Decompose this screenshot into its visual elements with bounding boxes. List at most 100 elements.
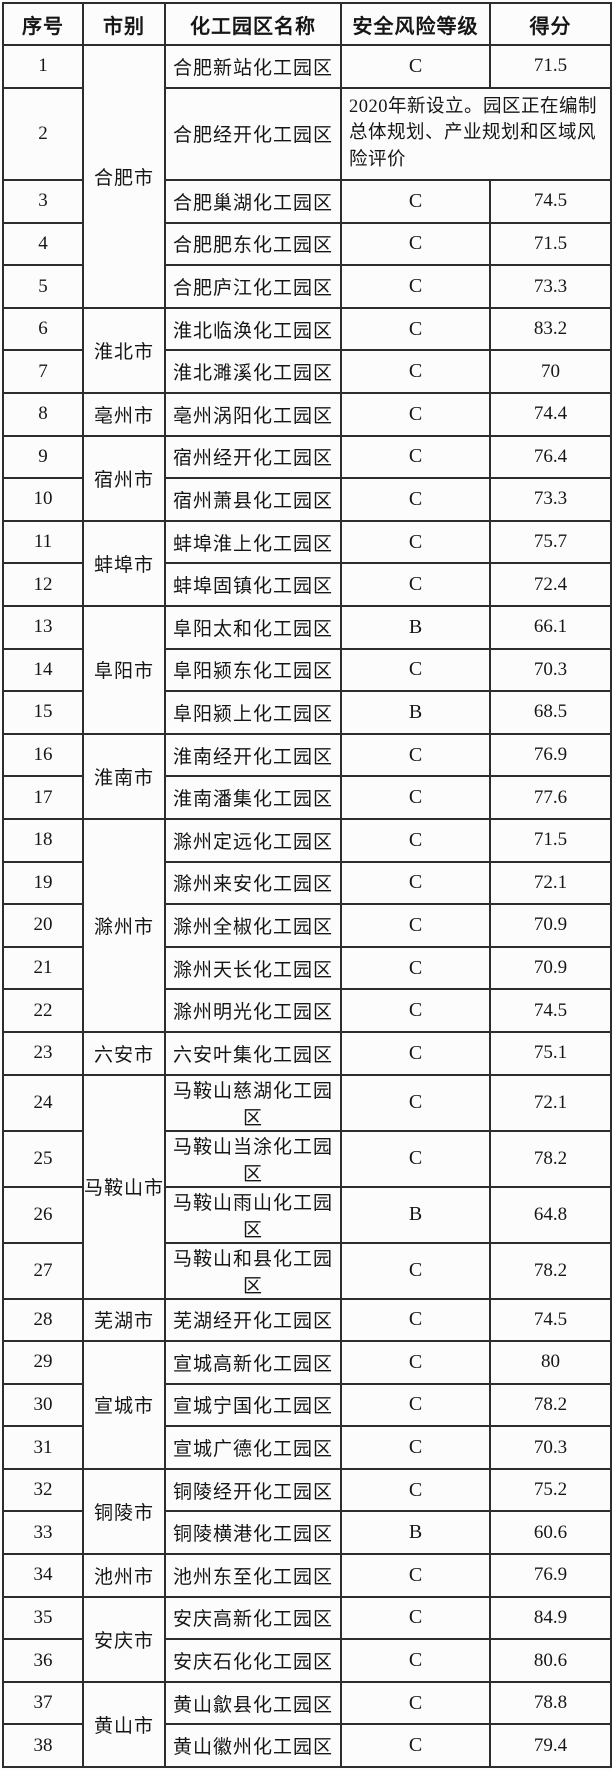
risk-level-cell: C xyxy=(340,221,491,267)
score-cell: 74.5 xyxy=(489,179,612,224)
table-row: 21 滁州天长化工园区 C 70.9 xyxy=(2,945,612,991)
park-name-cell: 铜陵横港化工园区 xyxy=(164,1510,342,1556)
score-cell: 76.9 xyxy=(489,732,612,778)
table-row: 17 淮南潘集化工园区 C 77.6 xyxy=(2,775,612,820)
score-cell: 78.8 xyxy=(489,1680,612,1726)
score-cell: 70.3 xyxy=(489,1425,612,1470)
row-number-cell: 8 xyxy=(2,392,84,437)
table-row: 27 马鞍山和县化工园区 C 78.2 xyxy=(2,1241,612,1300)
row-number-cell: 27 xyxy=(2,1241,84,1300)
table-row: 23 六安市 六安叶集化工园区 C 75.1 xyxy=(2,1030,612,1076)
park-name-cell: 马鞍山当涂化工园区 xyxy=(164,1129,342,1188)
row-number-cell: 20 xyxy=(2,903,84,948)
table-row: 25 马鞍山当涂化工园区 C 78.2 xyxy=(2,1129,612,1188)
city-cell: 蚌埠市 xyxy=(82,519,166,607)
park-name-cell: 马鞍山慈湖化工园区 xyxy=(164,1073,342,1132)
row-number-cell: 32 xyxy=(2,1467,84,1513)
table-row: 33 铜陵横港化工园区 B 60.6 xyxy=(2,1510,612,1556)
risk-level-cell: C xyxy=(340,1241,491,1300)
score-cell: 72.1 xyxy=(489,860,612,906)
risk-level-cell: C xyxy=(340,519,491,565)
table-row: 12 蚌埠固镇化工园区 C 72.4 xyxy=(2,562,612,607)
table-row: 19 滁州来安化工园区 C 72.1 xyxy=(2,860,612,906)
risk-level-cell: C xyxy=(340,1030,491,1076)
row-number-cell: 21 xyxy=(2,945,84,991)
score-cell: 64.8 xyxy=(489,1185,612,1244)
park-name-cell: 宣城高新化工园区 xyxy=(164,1340,342,1385)
table-row: 37 黄山市 黄山歙县化工园区 C 78.8 xyxy=(2,1680,612,1769)
score-cell: 70.9 xyxy=(489,945,612,991)
risk-level-cell: B xyxy=(340,604,491,650)
row-number-cell: 37 xyxy=(2,1680,84,1726)
park-name-cell: 安庆高新化工园区 xyxy=(164,1595,342,1641)
table-row: 22 滁州明光化工园区 C 74.5 xyxy=(2,988,612,1033)
risk-level-cell: C xyxy=(340,477,491,522)
header-row: 序号 市别 化工园区名称 安全风险等级 得分 xyxy=(2,2,612,46)
park-name-cell: 六安叶集化工园区 xyxy=(164,1030,342,1076)
table-row: 26 马鞍山雨山化工园区 B 64.8 xyxy=(2,1185,612,1244)
table-row: 13 阜阳市 阜阳太和化工园区 B 66.1 xyxy=(2,604,612,735)
park-name-cell: 合肥肥东化工园区 xyxy=(164,221,342,267)
row-number-cell: 31 xyxy=(2,1425,84,1470)
table-row: 20 滁州全椒化工园区 C 70.9 xyxy=(2,903,612,948)
row-number-cell: 7 xyxy=(2,349,84,394)
score-cell: 75.2 xyxy=(489,1467,612,1513)
row-number-cell: 1 xyxy=(2,44,84,89)
score-cell: 74.5 xyxy=(489,1297,612,1343)
score-cell: 83.2 xyxy=(489,306,612,352)
score-cell: 78.2 xyxy=(489,1382,612,1428)
table-row: 11 蚌埠市 蚌埠淮上化工园区 C 75.7 xyxy=(2,519,612,607)
risk-level-cell: C xyxy=(340,1129,491,1188)
park-name-cell: 亳州涡阳化工园区 xyxy=(164,392,342,437)
park-name-cell: 宣城宁国化工园区 xyxy=(164,1382,342,1428)
row-number-cell: 10 xyxy=(2,477,84,522)
row-number-cell: 25 xyxy=(2,1129,84,1188)
table-row: 18 滁州市 滁州定远化工园区 C 71.5 xyxy=(2,817,612,1033)
city-cell: 芜湖市 xyxy=(82,1297,166,1343)
park-name-cell: 宿州萧县化工园区 xyxy=(164,477,342,522)
city-cell: 阜阳市 xyxy=(82,604,166,735)
score-cell: 71.5 xyxy=(489,817,612,863)
table-row: 2 合肥经开化工园区 2020年新设立。园区正在编制总体规划、产业规划和区域风险评价 xyxy=(2,86,612,182)
table-row: 32 铜陵市 铜陵经开化工园区 C 75.2 xyxy=(2,1467,612,1556)
score-cell: 80.6 xyxy=(489,1638,612,1683)
risk-level-cell: C xyxy=(340,988,491,1033)
park-name-cell: 合肥庐江化工园区 xyxy=(164,264,342,309)
row-number-cell: 35 xyxy=(2,1595,84,1641)
score-cell: 84.9 xyxy=(489,1595,612,1641)
park-name-cell: 合肥经开化工园区 xyxy=(164,86,342,182)
park-name-cell: 滁州定远化工园区 xyxy=(164,817,342,863)
table-row: 35 安庆市 安庆高新化工园区 C 84.9 xyxy=(2,1595,612,1683)
score-cell: 66.1 xyxy=(489,604,612,650)
row-number-cell: 2 xyxy=(2,86,84,182)
score-cell: 75.1 xyxy=(489,1030,612,1076)
table-row: 4 合肥肥东化工园区 C 71.5 xyxy=(2,221,612,267)
park-name-cell: 滁州明光化工园区 xyxy=(164,988,342,1033)
row-number-cell: 4 xyxy=(2,221,84,267)
score-cell: 77.6 xyxy=(489,775,612,820)
score-cell: 72.1 xyxy=(489,1073,612,1132)
risk-level-cell: C xyxy=(340,1297,491,1343)
table-row: 1 合肥市 合肥新站化工园区 C 71.5 xyxy=(2,44,612,309)
column-header-4: 得分 xyxy=(489,2,612,46)
park-name-cell: 马鞍山和县化工园区 xyxy=(164,1241,342,1300)
risk-level-cell: B xyxy=(340,1185,491,1244)
row-number-cell: 12 xyxy=(2,562,84,607)
risk-level-cell: C xyxy=(340,434,491,480)
row-number-cell: 9 xyxy=(2,434,84,480)
table-row: 3 合肥巢湖化工园区 C 74.5 xyxy=(2,179,612,224)
risk-level-cell: C xyxy=(340,775,491,820)
row-number-cell: 33 xyxy=(2,1510,84,1556)
table-row: 8 亳州市 亳州涡阳化工园区 C 74.4 xyxy=(2,392,612,437)
risk-level-cell: C xyxy=(340,1382,491,1428)
note-cell: 2020年新设立。园区正在编制总体规划、产业规划和区域风险评价 xyxy=(340,86,612,182)
risk-level-cell: C xyxy=(340,945,491,991)
risk-level-cell: C xyxy=(340,1638,491,1683)
table-row: 28 芜湖市 芜湖经开化工园区 C 74.5 xyxy=(2,1297,612,1343)
risk-level-cell: C xyxy=(340,392,491,437)
city-cell: 马鞍山市 xyxy=(82,1073,166,1300)
park-name-cell: 淮南潘集化工园区 xyxy=(164,775,342,820)
score-cell: 71.5 xyxy=(489,221,612,267)
park-name-cell: 马鞍山雨山化工园区 xyxy=(164,1185,342,1244)
